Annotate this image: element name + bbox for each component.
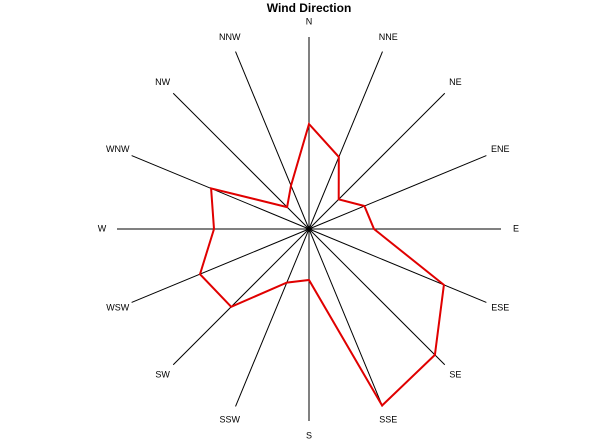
axis-label: ESE xyxy=(491,303,509,313)
spoke xyxy=(235,228,310,407)
spoke xyxy=(308,51,383,230)
axis-label: WSW xyxy=(106,303,129,313)
axis-label: SE xyxy=(449,370,461,380)
spoke xyxy=(172,228,310,366)
axis-label: N xyxy=(306,16,313,26)
axis-label: W xyxy=(98,223,107,233)
spoke xyxy=(308,92,446,230)
spoke xyxy=(235,51,310,230)
spoke xyxy=(308,228,487,303)
axis-label: SW xyxy=(155,370,170,380)
spoke xyxy=(131,155,310,230)
axis-label: WNW xyxy=(106,144,130,154)
axis-label: NW xyxy=(155,77,170,87)
axis-label: SSE xyxy=(379,415,397,425)
chart-title: Wind Direction xyxy=(267,1,352,15)
axis-label: S xyxy=(306,430,312,440)
axis-label: NNW xyxy=(219,32,241,42)
spoke xyxy=(308,228,383,407)
axis-label: ENE xyxy=(491,144,510,154)
spoke xyxy=(308,228,446,366)
axis-label: SSW xyxy=(220,415,241,425)
axis-label: NE xyxy=(449,77,462,87)
spoke xyxy=(172,92,310,230)
spoke xyxy=(131,228,310,303)
data-line xyxy=(198,122,445,408)
axis-label: NNE xyxy=(379,32,398,42)
axis-label: E xyxy=(513,223,519,233)
spoke xyxy=(308,155,487,230)
